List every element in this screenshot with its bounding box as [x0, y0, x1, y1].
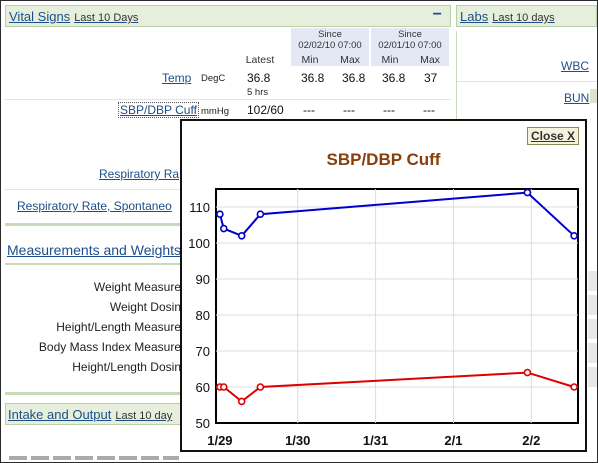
dbp-point: [571, 384, 577, 390]
section-divider: [5, 223, 181, 226]
vital-temp-latest: 36.8: [247, 71, 270, 85]
vital-signs-range: Last 10 Days: [74, 12, 138, 24]
intake-row-fragment: [9, 456, 179, 460]
x-axis-labels: 1/29 1/30 1/31 2/1 2/2: [207, 433, 540, 448]
collapse-icon[interactable]: −: [433, 6, 442, 24]
dbp-point: [221, 384, 227, 390]
y-tick-label: 110: [189, 200, 210, 215]
vital-temp-max1: 36.8: [342, 71, 365, 85]
intake-header: Intake and Output Last 10 day: [5, 403, 181, 425]
vital-sbp-dbp-link[interactable]: SBP/DBP Cuff: [118, 102, 199, 118]
vital-temp-unit: DegC: [201, 73, 225, 84]
sbp-point: [257, 211, 263, 217]
col-min-2: Min: [371, 54, 409, 66]
section-divider: [5, 263, 181, 265]
col-max-2: Max: [411, 54, 449, 66]
y-tick-label: 70: [196, 344, 210, 359]
dbp-point: [257, 384, 263, 390]
intake-title[interactable]: Intake and Output Last 10 day: [8, 407, 172, 422]
vital-temp-link[interactable]: Temp: [162, 71, 191, 85]
vital-sbp-max2: ---: [423, 103, 435, 117]
labs-divider: [456, 31, 457, 121]
vital-sbp-max1: ---: [343, 103, 355, 117]
plot-area: [216, 189, 578, 423]
lab-wbc-link[interactable]: WBC: [561, 59, 589, 73]
measure-row-height: Height/Length Measure: [56, 320, 181, 334]
y-tick-label: 90: [196, 272, 210, 287]
vital-signs-title[interactable]: Vital Signs Last 10 Days: [9, 9, 138, 24]
vital-resp-rate-link[interactable]: Respiratory Ra: [99, 167, 179, 181]
vital-resp-rate-spont-link[interactable]: Respiratory Rate, Spontaneo: [17, 199, 172, 213]
measure-row-height-dosing: Height/Length Dosin: [72, 360, 181, 374]
labs-range: Last 10 days: [492, 12, 554, 24]
since-label-1: Since: [291, 29, 369, 40]
x-tick-label: 2/1: [444, 433, 462, 448]
labs-header: Labs Last 10 days: [456, 5, 597, 27]
row-divider: [457, 81, 597, 82]
y-tick-label: 100: [188, 236, 210, 251]
intake-range: Last 10 day: [115, 410, 172, 422]
x-tick-label: 2/2: [522, 433, 540, 448]
vital-sbp-min1: ---: [303, 103, 315, 117]
dbp-point: [524, 370, 530, 376]
vital-temp-min1: 36.8: [301, 71, 324, 85]
vital-temp-age: 5 hrs: [247, 87, 268, 98]
sbp-point: [571, 233, 577, 239]
sbp-point: [239, 233, 245, 239]
sbp-point: [524, 190, 530, 196]
vital-temp-min2: 36.8: [382, 71, 405, 85]
measure-row-weight-dosing: Weight Dosin: [110, 300, 181, 314]
labs-hidden-rows: [588, 271, 597, 391]
sbp-point: [217, 211, 223, 217]
y-tick-label: 80: [196, 308, 210, 323]
since-date-1: 02/02/10 07:00: [291, 40, 369, 51]
row-divider: [5, 99, 451, 100]
x-tick-label: 1/31: [363, 433, 388, 448]
x-tick-label: 1/29: [207, 433, 232, 448]
lab-bun-link[interactable]: BUN: [564, 91, 589, 105]
y-tick-label: 60: [196, 380, 210, 395]
dbp-point: [239, 398, 245, 404]
labs-cell-edge: [590, 89, 597, 103]
col-max-1: Max: [331, 54, 369, 66]
col-min-1: Min: [291, 54, 329, 66]
since-label-2: Since: [371, 29, 449, 40]
labs-title[interactable]: Labs Last 10 days: [460, 9, 555, 24]
chart-popup: Close X SBP/DBP Cuff 50 60 70 80 90 100 110 1/…: [180, 119, 587, 452]
sbp-point: [221, 226, 227, 232]
x-tick-label: 1/30: [285, 433, 310, 448]
vital-sbp-min2: ---: [383, 103, 395, 117]
measure-row-bmi: Body Mass Index Measure: [39, 340, 181, 354]
y-tick-label: 50: [196, 416, 210, 431]
row-divider: [5, 189, 181, 190]
y-axis-labels: 50 60 70 80 90 100 110: [188, 200, 210, 431]
vital-signs-header: Vital Signs Last 10 Days −: [5, 5, 451, 27]
vital-temp-max2: 37: [424, 71, 437, 85]
vital-sbp-unit: mmHg: [201, 106, 229, 117]
section-divider: [5, 392, 181, 395]
since-date-2: 02/01/10 07:00: [371, 40, 449, 51]
sbp-dbp-chart: 50 60 70 80 90 100 110 1/29 1/30 1/31 2/1 2/2: [182, 121, 585, 450]
vital-sbp-latest: 102/60: [247, 103, 284, 117]
measurements-title[interactable]: Measurements and Weights: [7, 242, 181, 258]
col-latest: Latest: [239, 54, 281, 66]
measure-row-weight: Weight Measure: [94, 280, 181, 294]
